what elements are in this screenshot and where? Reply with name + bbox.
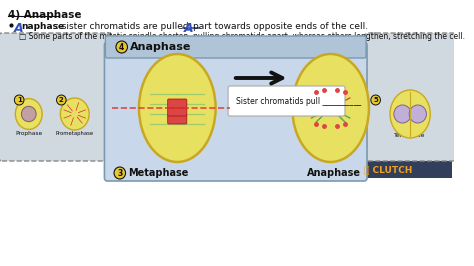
Text: Anaphase: Anaphase xyxy=(130,42,191,52)
Text: 3: 3 xyxy=(117,168,122,177)
Text: Sister chromatids pull __________: Sister chromatids pull __________ xyxy=(236,97,361,106)
Circle shape xyxy=(394,105,411,123)
FancyBboxPatch shape xyxy=(365,33,455,161)
Circle shape xyxy=(56,95,66,105)
Text: : sister chromatids are pulled: : sister chromatids are pulled xyxy=(55,22,188,31)
Text: Metaphase: Metaphase xyxy=(128,168,189,178)
FancyBboxPatch shape xyxy=(168,107,187,116)
Text: Prophase: Prophase xyxy=(15,131,42,136)
Circle shape xyxy=(114,167,126,179)
FancyBboxPatch shape xyxy=(105,36,366,58)
Circle shape xyxy=(14,95,24,105)
Circle shape xyxy=(409,105,427,123)
Circle shape xyxy=(116,41,128,53)
FancyBboxPatch shape xyxy=(0,33,112,161)
FancyBboxPatch shape xyxy=(168,99,187,108)
Text: 5: 5 xyxy=(373,97,378,103)
Circle shape xyxy=(21,106,36,122)
Text: Anaphase: Anaphase xyxy=(307,168,361,178)
FancyBboxPatch shape xyxy=(228,86,345,116)
FancyBboxPatch shape xyxy=(168,115,187,124)
Ellipse shape xyxy=(15,99,42,129)
Text: Prometaphase: Prometaphase xyxy=(55,131,94,136)
FancyBboxPatch shape xyxy=(104,42,367,181)
Text: 1: 1 xyxy=(17,97,22,103)
Ellipse shape xyxy=(292,54,369,162)
Text: A: A xyxy=(13,22,23,35)
Circle shape xyxy=(371,95,381,105)
FancyBboxPatch shape xyxy=(288,90,452,178)
Text: □ Some parts of the mitotic spindle shorten, pulling chromatids apart, whereas o: □ Some parts of the mitotic spindle shor… xyxy=(19,32,465,41)
Ellipse shape xyxy=(390,90,430,138)
Ellipse shape xyxy=(60,98,89,130)
Text: Ⓒ CLUTCH: Ⓒ CLUTCH xyxy=(364,165,412,174)
Text: naphase: naphase xyxy=(21,22,64,31)
Ellipse shape xyxy=(139,54,216,162)
Text: 2: 2 xyxy=(59,97,64,103)
Text: 4: 4 xyxy=(119,43,124,52)
Text: 4) Anaphase: 4) Anaphase xyxy=(8,10,81,20)
Text: part towards opposite ends of the cell.: part towards opposite ends of the cell. xyxy=(192,22,368,31)
Text: A: A xyxy=(184,22,193,35)
Text: Telophase: Telophase xyxy=(394,133,426,138)
